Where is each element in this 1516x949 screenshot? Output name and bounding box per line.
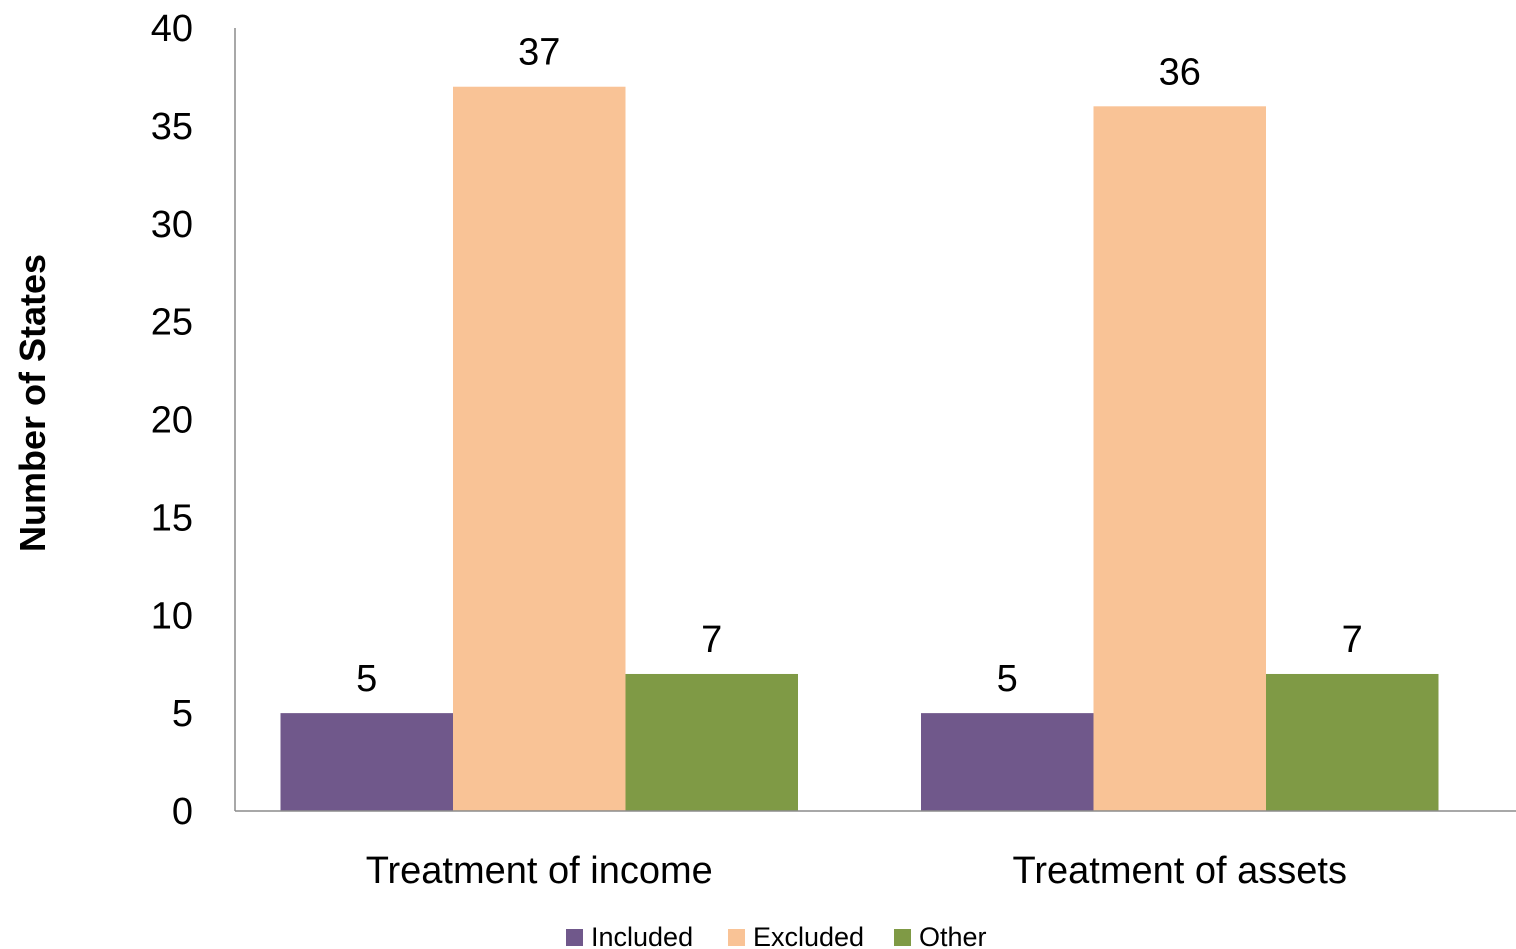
data-label: 7 (1342, 619, 1363, 661)
y-tick-label: 5 (172, 693, 193, 735)
legend-label-other: Other (919, 922, 987, 949)
bar-excluded-1 (453, 86, 626, 812)
legend-swatch-excluded (728, 929, 745, 946)
bar-included-2 (921, 713, 1094, 811)
bar-included-1 (280, 713, 453, 811)
y-axis-ticks: 0 5 10 15 20 25 30 35 40 (151, 8, 193, 833)
y-tick-label: 10 (151, 595, 193, 637)
category-label: Treatment of assets (1013, 850, 1347, 892)
data-labels: 5 37 7 5 36 7 (356, 32, 1363, 700)
bar-other-2 (1266, 673, 1439, 811)
legend-label-included: Included (591, 922, 693, 949)
x-axis-categories: Treatment of income Treatment of assets (366, 850, 1347, 892)
data-label: 7 (701, 619, 722, 661)
y-tick-label: 20 (151, 400, 193, 442)
y-axis-label: Number of States (12, 254, 53, 552)
legend-label-excluded: Excluded (753, 922, 864, 949)
data-label: 5 (356, 658, 377, 700)
y-tick-label: 35 (151, 106, 193, 148)
data-label: 37 (518, 32, 560, 74)
y-tick-label: 40 (151, 8, 193, 50)
bars (280, 86, 1439, 812)
bar-other-1 (625, 673, 798, 811)
data-label: 36 (1159, 51, 1201, 93)
y-tick-label: 25 (151, 302, 193, 344)
legend-swatch-other (894, 929, 911, 946)
category-label: Treatment of income (366, 850, 713, 892)
y-tick-label: 0 (172, 791, 193, 833)
y-tick-label: 30 (151, 204, 193, 246)
legend-swatch-included (566, 929, 583, 946)
legend: Included Excluded Other (566, 922, 987, 949)
y-tick-label: 15 (151, 497, 193, 539)
data-label: 5 (997, 658, 1018, 700)
bar-excluded-2 (1093, 106, 1266, 812)
